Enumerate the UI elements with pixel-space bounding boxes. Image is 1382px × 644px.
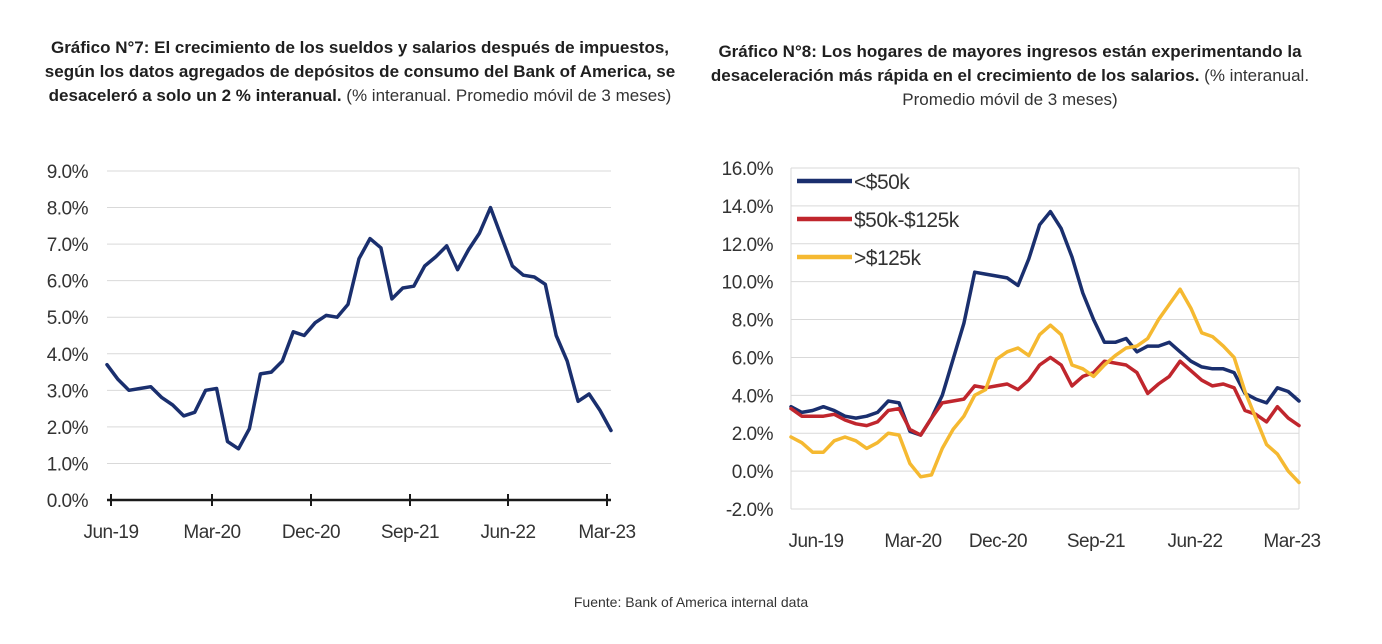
chart-7-subtitle: (% interanual. Promedio móvil de 3 meses… [346, 86, 672, 105]
y-tick-label: 16.0% [722, 159, 774, 180]
x-tick-label: Sep-21 [381, 522, 439, 543]
x-tick-label: Dec-20 [282, 522, 340, 543]
y-tick-label: 2.0% [732, 424, 774, 445]
y-tick-label: 2.0% [47, 418, 89, 439]
y-tick-label: 6.0% [47, 272, 89, 293]
x-tick-label: Jun-22 [1167, 531, 1222, 552]
chart-7-title: Gráfico N°7: El crecimiento de los sueld… [30, 36, 690, 108]
y-tick-label: 5.0% [47, 308, 89, 329]
x-tick-label: Jun-19 [83, 522, 138, 543]
series-line-8-2 [789, 287, 1301, 485]
x-tick-label: Jun-22 [480, 522, 535, 543]
x-tick-label: Jun-19 [788, 531, 843, 552]
y-tick-label: 14.0% [722, 197, 774, 218]
y-tick-label: 6.0% [732, 348, 774, 369]
x-tick-label: Dec-20 [969, 531, 1027, 552]
y-tick-label: 7.0% [47, 235, 89, 256]
chart-7-title-bold: Gráfico N°7: El crecimiento de los sueld… [44, 38, 676, 105]
x-tick-label: Mar-23 [1263, 531, 1320, 552]
x-tick-label: Mar-23 [578, 522, 635, 543]
y-tick-label: 0.0% [732, 462, 774, 483]
y-tick-label: 9.0% [47, 162, 89, 183]
y-tick-label: 8.0% [47, 199, 89, 220]
legend-label: <$50k [854, 171, 910, 194]
y-tick-label: 4.0% [47, 345, 89, 366]
y-tick-label: 3.0% [47, 381, 89, 402]
source-note: Fuente: Bank of America internal data [573, 594, 809, 610]
chart-8-title-bold: Gráfico N°8: Los hogares de mayores ingr… [710, 42, 1302, 85]
y-tick-label: 12.0% [722, 235, 774, 256]
legend-label: >$125k [854, 247, 921, 270]
x-tick-label: Mar-20 [183, 522, 240, 543]
series-line-7-0 [105, 205, 613, 451]
y-tick-label: 4.0% [732, 386, 774, 407]
legend-label: $50k-$125k [854, 209, 960, 232]
y-tick-label: 10.0% [722, 273, 774, 294]
chart-8-title: Gráfico N°8: Los hogares de mayores ingr… [690, 40, 1330, 112]
y-tick-label: 8.0% [732, 311, 774, 332]
x-tick-label: Sep-21 [1067, 531, 1125, 552]
y-tick-label: 1.0% [47, 454, 89, 475]
x-tick-label: Mar-20 [884, 531, 941, 552]
chart-8-subtitle: (% interanual. Promedio móvil de 3 meses… [902, 66, 1310, 109]
series-line-8-1 [789, 355, 1301, 437]
y-tick-label: 0.0% [47, 491, 89, 512]
series-line-8-0 [789, 209, 1301, 437]
y-tick-label: -2.0% [726, 500, 774, 521]
